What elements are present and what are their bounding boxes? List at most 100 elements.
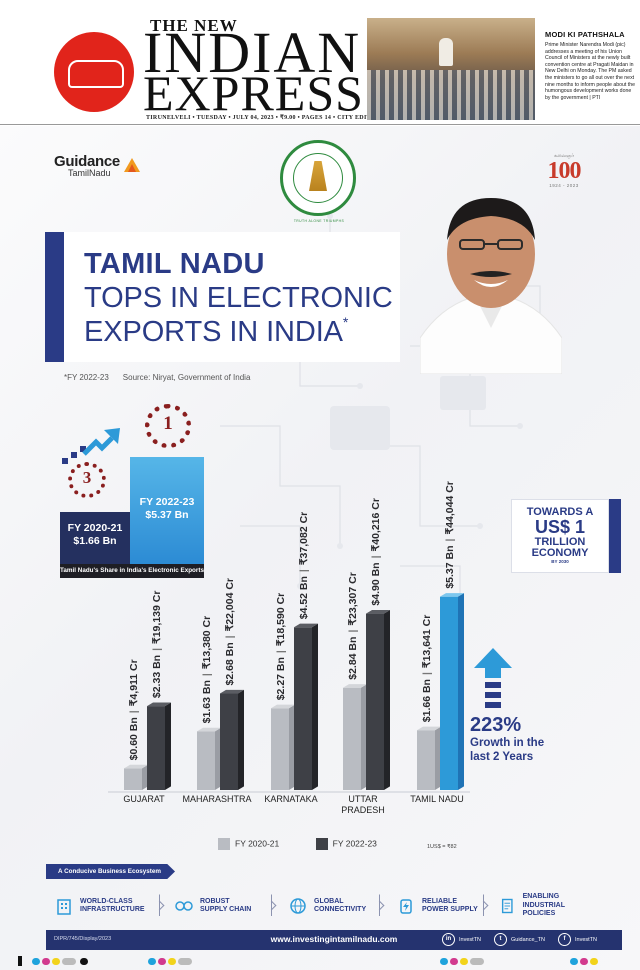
trillion-line-1: TOWARDS A [526,506,594,518]
source-note: *FY 2022-23 Source: Niryat, Government of… [64,373,250,382]
eco-3-line-1: GLOBAL [314,897,344,905]
share-curr-box: FY 2022-23 $5.37 Bn [130,457,204,564]
trillion-line-4: ECONOMY [531,547,589,559]
ecosystem-item-supply-chain: ROBUST SUPPLY CHAIN [174,888,251,924]
growth-percent: 223% [470,714,522,736]
newspaper-masthead: THE NEW INDIAN EXPRESS TIRUNELVELI • TUE… [0,0,640,126]
globe-icon [290,898,306,914]
masthead-dateline: TIRUNELVELI • TUESDAY • JULY 04, 2023 • … [146,115,384,121]
chart-legend: FY 2020-21 FY 2022-23 [218,838,411,850]
category-label-maharashtra: MAHARASHTRA [182,794,251,804]
bar-gujarat-fy2223-label: $2.33 Bn|₹19,139 Cr [151,591,163,699]
website-link[interactable]: www.investingintamilnadu.com [270,934,398,944]
twitter-icon: t [494,933,507,946]
bar-tamil-nadu-fy2021 [417,726,441,790]
bar-maharashtra-fy2223-label: $2.68 Bn|₹22,004 Cr [224,578,236,686]
share-prev-value: $1.66 Bn [73,535,117,547]
centenary-years: 1924 - 2023 [549,183,579,188]
linkedin-icon: in [442,933,455,946]
eco-2-line-2: SUPPLY CHAIN [200,906,252,913]
share-curr-label: FY 2022-23 [139,496,195,508]
bar-gujarat-fy2021-label: $0.60 Bn|₹4,911 Cr [128,659,140,760]
source-text: Source: Niryat, Government of India [122,373,251,382]
linkedin-handle[interactable]: in InvestTN [442,933,481,946]
exchange-rate-note: 1US$ = ₹82 [427,844,457,850]
masthead-rule [0,124,640,125]
eco-5-line-2: INDUSTRIAL POLICIES [522,901,565,918]
bar-karnataka-fy2021 [271,704,295,790]
supply-chain-icon [175,901,193,911]
ecosystem-item-infrastructure: WORLD-CLASS INFRASTRUCTURE [54,888,145,924]
advertisement: Guidance TamilNadu TRUTH ALONE TRIUMPHS … [0,126,640,970]
ecosystem-item-connectivity: GLOBAL CONNECTIVITY [288,888,366,924]
centenary-number: 100 [547,158,582,184]
share-prev-box: FY 2020-21 $1.66 Bn [60,512,130,564]
ecosystem-item-power-supply: RELIABLE POWER SUPPLY [396,888,478,924]
twitter-handle[interactable]: t Guidance_TN [494,933,545,946]
policy-icon [501,898,513,914]
footer-bar: DIPR/745/Display/2023 www.investingintam… [46,930,622,950]
facebook-handle[interactable]: f InvestTN [558,933,597,946]
guidance-wordmark: Guidance [54,153,120,170]
bar-gujarat-fy2223 [147,702,171,790]
building-icon [57,899,71,915]
category-label-gujarat: GUJARAT [123,794,165,804]
category-label-uttar-pradesh-2: PRADESH [341,805,385,815]
bar-karnataka-fy2223 [294,623,318,790]
eco-5-line-1: ENABLING [522,893,560,901]
rank-3-wreath-icon: 3 [68,462,106,498]
trillion-line-3: TRILLION [534,536,586,548]
centenary-top: கலைஞர் [553,153,575,159]
rank-1-wreath-icon: 1 [145,404,191,448]
fy-note: *FY 2022-23 [64,373,109,382]
ecosystem-separator [478,894,484,916]
ecosystem-separator [374,894,380,916]
temple-tower-icon [309,161,327,191]
rank-current: 1 [163,413,173,434]
masthead-story-headline: MODI KI PATHSHALA [545,30,625,39]
growth-line-1: Growth in the [470,737,545,749]
category-label-uttar-pradesh-1: UTTAR [348,794,378,804]
rank-previous: 3 [82,468,92,487]
rising-arrow-icon [62,428,120,464]
guidance-mark-icon [124,158,140,172]
headline-asterisk: * [342,314,349,330]
eco-4-line-1: RELIABLE [422,897,457,905]
centenary-logo: கலைஞர் 100 1924 - 2023 [534,153,594,188]
dipr-code: DIPR/745/Display/2023 [54,936,112,942]
ecosystem-separator [154,894,160,916]
bar-tamil-nadu-fy2223-label: $5.37 Bn|₹44,044 Cr [444,481,456,589]
eco-1-line-2: INFRASTRUCTURE [80,906,145,913]
ecosystem-tag: A Conducive Business Ecosystem [46,864,176,879]
share-curr-value: $5.37 Bn [145,509,189,521]
bar-tamil-nadu-fy2021-label: $1.66 Bn|₹13,641 Cr [421,615,433,723]
share-caption: Tamil Nadu's Share in India's Electronic… [60,564,204,578]
masthead-express: EXPRESS [143,65,364,121]
trillion-line-5: BY 2030 [551,559,569,564]
masthead-the-new: THE NEW [150,16,238,35]
headline-line-1: TAMIL NADU [84,248,265,280]
bar-uttar-pradesh-fy2021 [343,684,367,790]
masthead-indian: INDIAN [143,20,362,85]
eco-2-line-1: ROBUST [200,897,230,905]
category-label-karnataka: KARNATAKA [264,794,317,804]
print-registration-marks [0,956,640,968]
bar-maharashtra-fy2021-label: $1.63 Bn|₹13,380 Cr [201,616,213,724]
power-icon [400,899,412,914]
bar-uttar-pradesh-fy2021-label: $2.84 Bn|₹23,307 Cr [347,572,359,680]
legend-item-prev: FY 2020-21 [218,838,279,850]
ecosystem-item-industrial-policies: ENABLING INDUSTRIAL POLICIES [498,888,594,924]
ecosystem-separator [266,894,272,916]
bar-karnataka-fy2223-label: $4.52 Bn|₹37,082 Cr [298,512,310,620]
masthead-story-text: Prime Minister Narendra Modi (pic) addre… [545,42,635,101]
eco-3-line-2: CONNECTIVITY [314,906,367,913]
ecosystem-row: WORLD-CLASS INFRASTRUCTURE ROBUST SUPPLY C… [54,888,594,924]
newspaper-seal-logo [54,32,134,112]
guidance-sub: TamilNadu [68,168,111,178]
share-prev-label: FY 2020-21 [67,522,123,534]
facebook-icon: f [558,933,571,946]
headline-panel: TAMIL NADU TOPS IN ELECTRONIC EXPORTS IN… [45,232,400,362]
trillion-line-2: US$ 1 [534,517,586,537]
masthead-news-photo [367,18,535,120]
bar-maharashtra-fy2021 [197,727,221,790]
